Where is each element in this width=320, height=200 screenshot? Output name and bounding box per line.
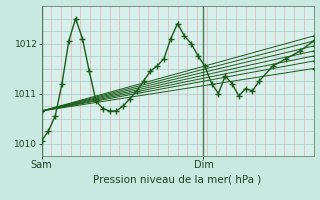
X-axis label: Pression niveau de la mer( hPa ): Pression niveau de la mer( hPa ) — [93, 174, 262, 184]
